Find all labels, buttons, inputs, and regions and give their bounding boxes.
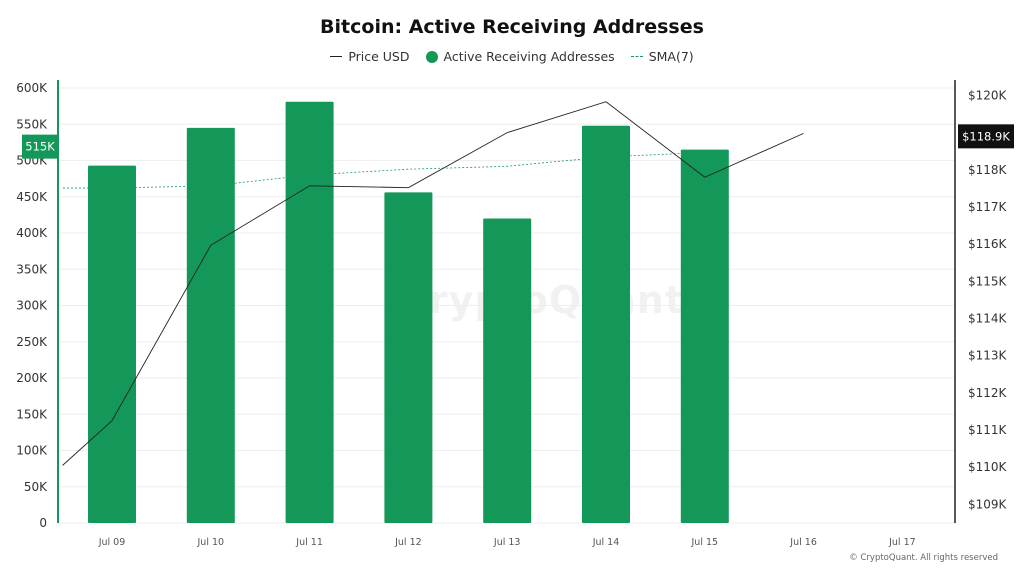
legend-dot-swatch	[425, 50, 438, 63]
current-value-badge-right	[958, 124, 1014, 149]
bar-active-addresses	[582, 125, 630, 523]
bar-active-addresses	[483, 218, 532, 523]
current-value-label-right: $118.9K	[962, 129, 1010, 143]
legend-label: SMA(7)	[648, 49, 694, 64]
y-right-tick-label: $120K	[968, 88, 1008, 102]
x-tick-label: Jul 10	[197, 537, 225, 548]
legend-label: Price USD	[348, 49, 410, 64]
legend-dashed-swatch	[630, 56, 643, 57]
y-left-tick-label: 550K	[16, 117, 48, 131]
y-left-tick-label: 450K	[16, 190, 48, 204]
x-tick-label: Jul 16	[789, 537, 817, 548]
chart-legend: Price USD Active Receiving Addresses SMA…	[0, 49, 1024, 64]
current-value-label-left: 515K	[25, 140, 55, 154]
y-right-tick-label: $110K	[968, 460, 1008, 474]
y-right-tick-label: $111K	[968, 423, 1008, 437]
sma-line	[63, 152, 705, 189]
bar-active-addresses	[384, 192, 433, 523]
legend-item-sma[interactable]: SMA(7)	[630, 49, 694, 64]
y-right-tick-label: $116K	[968, 237, 1008, 251]
bar-active-addresses	[285, 101, 334, 524]
x-tick-label: Jul 09	[98, 537, 126, 548]
chart-title: Bitcoin: Active Receiving Addresses	[320, 16, 704, 38]
x-tick-label: Jul 17	[888, 537, 916, 548]
legend-item-active-addresses[interactable]: Active Receiving Addresses	[425, 49, 615, 64]
y-right-tick-label: $118K	[968, 163, 1008, 177]
y-left-tick-label: 600K	[16, 81, 48, 95]
x-tick-label: Jul 13	[493, 537, 521, 548]
y-left-tick-label: 100K	[16, 444, 48, 458]
copyright-footer: © CryptoQuant. All rights reserved	[849, 553, 998, 563]
x-tick-label: Jul 11	[295, 537, 323, 548]
price-line	[62, 101, 804, 466]
x-tick-label: Jul 12	[394, 537, 422, 548]
legend-line-swatch	[330, 56, 343, 57]
y-left-tick-label: 50K	[24, 480, 48, 494]
y-left-tick-label: 350K	[16, 262, 48, 276]
y-right-tick-label: $112K	[968, 386, 1008, 400]
watermark: CryptoQuant	[400, 278, 685, 322]
x-tick-label: Jul 15	[691, 537, 719, 548]
y-left-tick-label: 150K	[16, 407, 48, 421]
y-right-tick-label: $113K	[968, 349, 1008, 363]
y-left-tick-label: 300K	[16, 299, 48, 313]
bar-active-addresses	[186, 127, 235, 523]
y-left-tick-label: 0	[39, 516, 47, 530]
y-left-tick-label: 400K	[16, 226, 48, 240]
legend-label: Active Receiving Addresses	[443, 49, 615, 64]
y-right-tick-label: $117K	[968, 200, 1008, 214]
current-value-badge-left	[22, 134, 58, 159]
legend-item-price[interactable]: Price USD	[330, 49, 410, 64]
bar-active-addresses	[88, 165, 136, 523]
y-right-tick-label: $109K	[968, 497, 1008, 511]
y-right-tick-label: $114K	[968, 312, 1008, 326]
bar-active-addresses	[680, 149, 729, 523]
x-tick-label: Jul 14	[592, 537, 620, 548]
y-left-tick-label: 200K	[16, 371, 48, 385]
y-left-tick-label: 250K	[16, 335, 48, 349]
y-right-tick-label: $115K	[968, 274, 1008, 288]
